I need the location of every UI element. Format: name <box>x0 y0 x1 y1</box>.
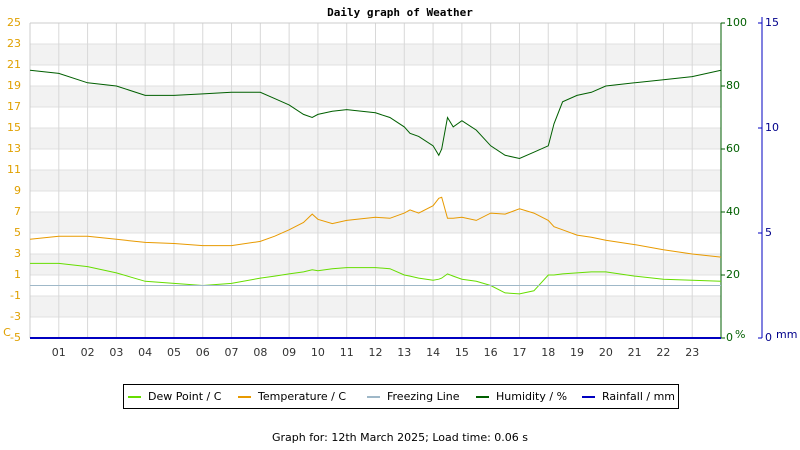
y-tick-label: 21 <box>7 58 21 71</box>
chart-title: Daily graph of Weather <box>327 6 473 19</box>
y3-tick-label: 5 <box>765 226 772 239</box>
y3-tick-label: 15 <box>765 16 779 29</box>
series-line <box>29 69 722 160</box>
y2-tick-label: 100 <box>726 16 747 29</box>
series-line <box>30 262 722 295</box>
y-tick-label: 25 <box>7 16 21 29</box>
y-tick-label: 1 <box>14 268 21 281</box>
y2-tick-label: 60 <box>726 142 740 155</box>
y-tick-label: 5 <box>14 226 21 239</box>
x-tick-label: 19 <box>570 346 584 359</box>
x-tick-label: 20 <box>599 346 613 359</box>
y-tick-label: 3 <box>14 247 21 260</box>
legend-label: Humidity / % <box>496 390 567 403</box>
x-tick-label: 06 <box>196 346 210 359</box>
y-tick-label: 7 <box>14 205 21 218</box>
y2-tick-label: 20 <box>726 268 740 281</box>
x-tick-label: 14 <box>426 346 440 359</box>
x-tick-label: 22 <box>656 346 670 359</box>
y-tick-label: -3 <box>10 310 21 323</box>
y-tick-label: 9 <box>14 184 21 197</box>
x-tick-label: 12 <box>369 346 383 359</box>
y-tick-label: 15 <box>7 121 21 134</box>
x-tick-label: 15 <box>455 346 469 359</box>
series-line <box>29 196 722 258</box>
legend-label: Freezing Line <box>387 390 460 403</box>
y2-axis-unit: % <box>735 328 745 341</box>
x-tick-label: 07 <box>225 346 239 359</box>
x-tick-label: 13 <box>397 346 411 359</box>
x-tick-label: 04 <box>138 346 152 359</box>
y-tick-label: 19 <box>7 79 21 92</box>
y3-axis-unit: mm <box>776 328 797 341</box>
legend-label: Rainfall / mm <box>602 390 675 403</box>
y2-tick-label: 0 <box>726 331 733 344</box>
y-axis-unit: C <box>3 326 11 339</box>
legend-label: Temperature / C <box>257 390 346 403</box>
y3-tick-label: 0 <box>765 331 772 344</box>
x-tick-label: 09 <box>282 346 296 359</box>
x-tick-label: 01 <box>52 346 66 359</box>
x-tick-label: 16 <box>484 346 498 359</box>
footer: Graph for: 12th March 2025; Load time: 0… <box>272 431 528 444</box>
y-tick-label: -5 <box>10 331 21 344</box>
y-tick-label: 11 <box>7 163 21 176</box>
x-tick-label: 18 <box>541 346 555 359</box>
x-tick-label: 23 <box>685 346 699 359</box>
x-tick-label: 08 <box>253 346 267 359</box>
x-tick-label: 10 <box>311 346 325 359</box>
x-tick-label: 11 <box>340 346 354 359</box>
legend-box <box>123 384 679 409</box>
y-tick-label: 17 <box>7 100 21 113</box>
y2-tick-label: 80 <box>726 79 740 92</box>
y3-tick-label: 10 <box>765 121 779 134</box>
legend-label: Dew Point / C <box>148 390 222 403</box>
x-tick-label: 02 <box>81 346 95 359</box>
y-tick-label: -1 <box>10 289 21 302</box>
y2-tick-label: 40 <box>726 205 740 218</box>
y-tick-label: 23 <box>7 37 21 50</box>
x-tick-label: 05 <box>167 346 181 359</box>
x-tick-label: 21 <box>628 346 642 359</box>
x-tick-label: 03 <box>109 346 123 359</box>
y-tick-label: 13 <box>7 142 21 155</box>
x-tick-label: 17 <box>512 346 526 359</box>
